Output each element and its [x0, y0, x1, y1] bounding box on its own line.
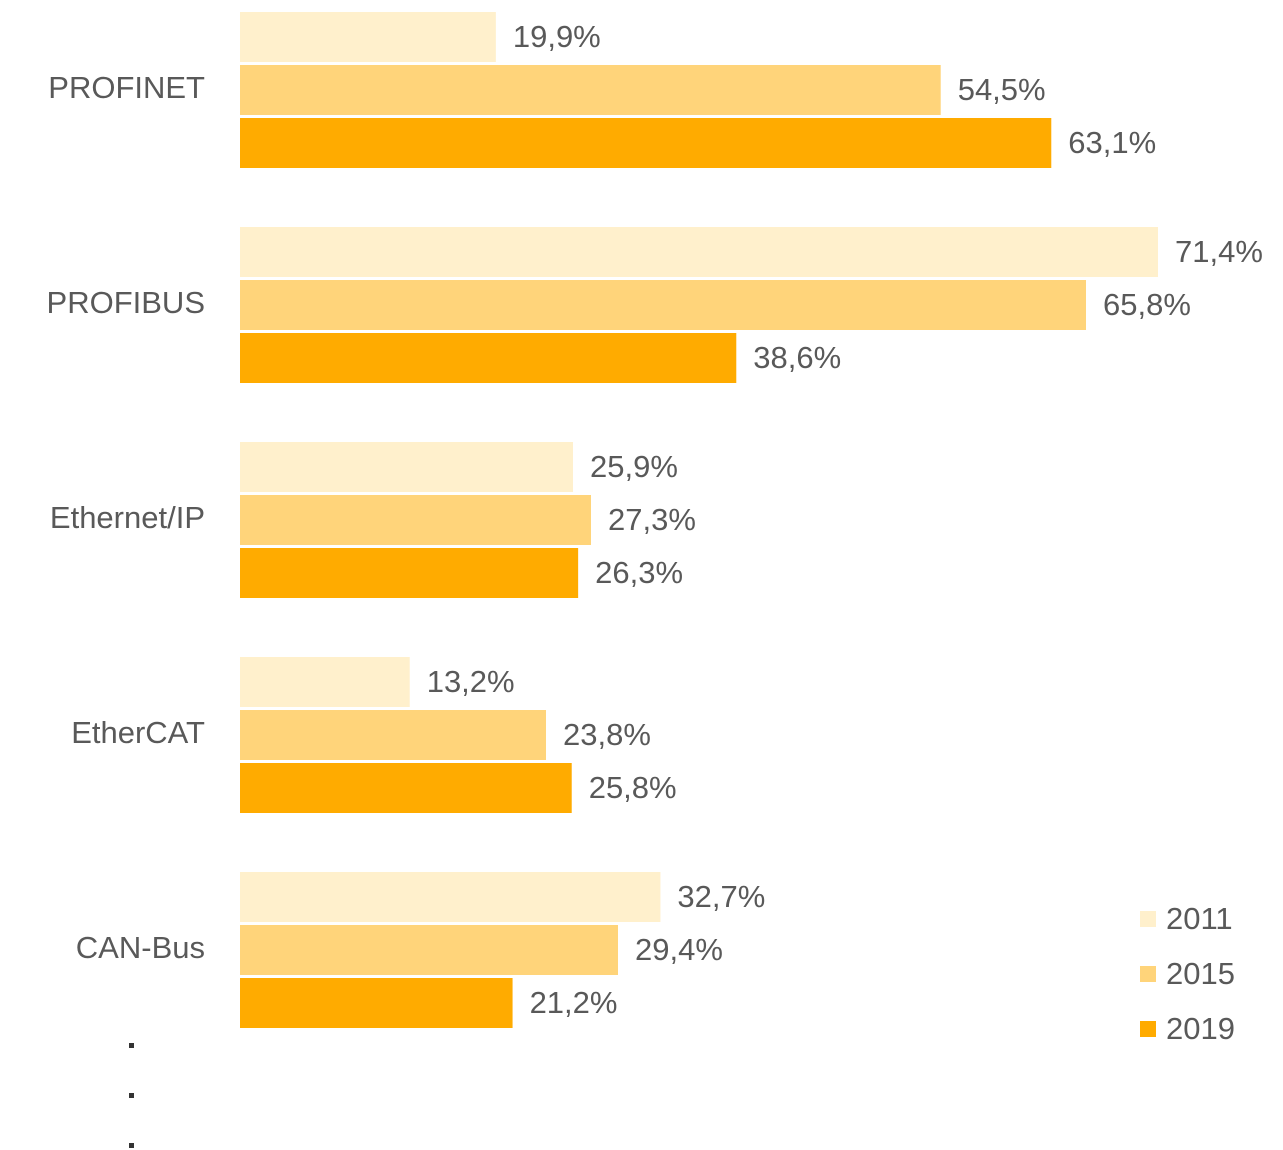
- value-label: 32,7%: [677, 879, 765, 914]
- bar: [240, 118, 1052, 168]
- value-label: 21,2%: [530, 985, 618, 1020]
- continuation-dot: [129, 1043, 134, 1048]
- value-label: 63,1%: [1068, 125, 1156, 160]
- value-label: 23,8%: [563, 717, 651, 752]
- legend-label: 2015: [1166, 956, 1235, 991]
- value-label: 71,4%: [1175, 234, 1263, 269]
- category-label: Ethernet/IP: [50, 500, 205, 535]
- bar: [240, 333, 737, 383]
- bar: [240, 925, 618, 975]
- bar: [240, 978, 513, 1028]
- category-label: EtherCAT: [71, 715, 205, 750]
- bar: [240, 657, 410, 707]
- value-label: 26,3%: [595, 555, 683, 590]
- value-label: 19,9%: [513, 19, 601, 54]
- value-label: 38,6%: [753, 340, 841, 375]
- value-label: 27,3%: [608, 502, 696, 537]
- category-label: PROFINET: [48, 70, 205, 105]
- bar: [240, 763, 572, 813]
- continuation-dot: [129, 1143, 134, 1148]
- continuation-dot: [129, 1093, 134, 1098]
- value-label: 54,5%: [958, 72, 1046, 107]
- legend-swatch: [1140, 911, 1156, 927]
- bar: [240, 12, 496, 62]
- value-label: 25,8%: [589, 770, 677, 805]
- bar: [240, 710, 546, 760]
- value-label: 13,2%: [427, 664, 515, 699]
- category-label: PROFIBUS: [47, 285, 205, 320]
- legend-label: 2019: [1166, 1011, 1235, 1046]
- category-label: CAN-Bus: [76, 930, 205, 965]
- bar: [240, 495, 591, 545]
- value-label: 29,4%: [635, 932, 723, 967]
- bar: [240, 872, 661, 922]
- legend-swatch: [1140, 1021, 1156, 1037]
- legend-label: 2011: [1166, 901, 1233, 936]
- bar: [240, 65, 941, 115]
- bar: [240, 548, 579, 598]
- legend-swatch: [1140, 966, 1156, 982]
- bar: [240, 442, 573, 492]
- value-label: 65,8%: [1103, 287, 1191, 322]
- value-label: 25,9%: [590, 449, 678, 484]
- bar: [240, 227, 1158, 277]
- bar: [240, 280, 1086, 330]
